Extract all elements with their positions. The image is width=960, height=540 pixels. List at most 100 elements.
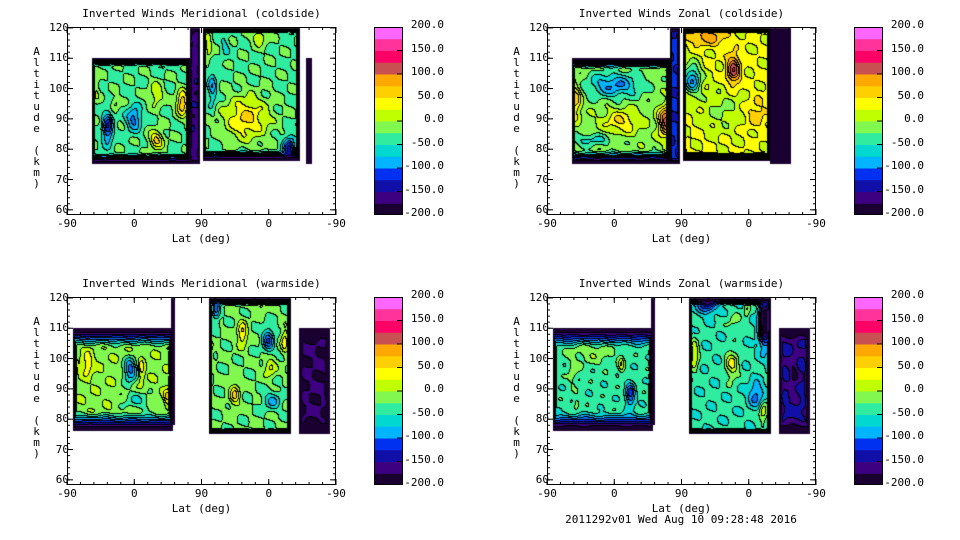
x-tick-label: 0 xyxy=(610,487,618,500)
colorbar-label: 150.0 xyxy=(890,41,924,55)
colorbar-band xyxy=(374,168,403,181)
colorbar-label: 0.0 xyxy=(904,112,924,125)
colorbar-band xyxy=(854,121,883,134)
colorbar-label: 0.0 xyxy=(904,382,924,395)
x-tick-label: -90 xyxy=(57,487,77,500)
colorbar-label: 100.0 xyxy=(410,65,444,78)
y-tick-label: 70 xyxy=(535,172,549,186)
colorbar-label: 100.0 xyxy=(410,335,444,348)
colorbar-band xyxy=(854,426,883,439)
x-tick-label: 90 xyxy=(194,487,209,500)
axis-ticks xyxy=(546,297,817,485)
colorbar-label: 200.0 xyxy=(410,18,444,31)
panel-zonal-warmside: Inverted Winds Zonal (warmside) -90 0 90 0 -9… xyxy=(480,270,960,540)
y-tick-label: 100 xyxy=(529,351,549,365)
colorbar-label: -50.0 xyxy=(410,135,444,149)
x-tick-label: 0 xyxy=(745,217,753,230)
colorbar-label: 50.0 xyxy=(417,88,445,102)
colorbar-band xyxy=(854,473,883,485)
timestamp-footer: 2011292v01 Wed Aug 10 09:28:48 2016 xyxy=(565,513,797,526)
colorbar-frame xyxy=(854,297,883,485)
colorbar-label: 200.0 xyxy=(890,288,924,301)
axis-ticks xyxy=(66,27,337,215)
plot-area xyxy=(66,297,337,485)
colorbar-label: -100.0 xyxy=(404,159,444,172)
x-tick-label: 0 xyxy=(265,217,273,230)
colorbar-label: 200.0 xyxy=(890,18,924,31)
colorbar-label: -150.0 xyxy=(884,452,924,466)
colorbar-label: 100.0 xyxy=(890,335,924,348)
colorbar-band xyxy=(374,391,403,404)
colorbar-label: -150.0 xyxy=(884,182,924,196)
plot-area xyxy=(546,27,817,215)
x-axis-label: Lat (deg) xyxy=(171,502,232,515)
y-tick-label: 80 xyxy=(55,412,69,426)
colorbar-label: -100.0 xyxy=(884,159,924,172)
colorbar-label: 0.0 xyxy=(424,112,444,125)
x-axis-label: Lat (deg) xyxy=(651,232,712,245)
colorbar-band xyxy=(374,308,403,321)
colorbar-band xyxy=(854,74,883,87)
colorbar-band xyxy=(374,344,403,357)
x-tick-label: 0 xyxy=(745,487,753,500)
colorbar-band xyxy=(374,121,403,134)
colorbar-band xyxy=(374,473,403,485)
x-tick-label: 0 xyxy=(610,217,618,230)
axis-ticks xyxy=(546,27,817,215)
colorbar-band xyxy=(854,379,883,392)
x-axis-label: Lat (deg) xyxy=(651,502,712,515)
colorbar-label: 200.0 xyxy=(410,288,444,301)
y-tick-label: 80 xyxy=(535,142,549,156)
colorbar-band xyxy=(374,85,403,98)
colorbar-band xyxy=(374,414,403,427)
colorbar-band xyxy=(854,308,883,321)
colorbar-band xyxy=(374,74,403,87)
x-tick-label: -90 xyxy=(806,487,826,500)
colorbar xyxy=(374,27,403,215)
colorbar-band xyxy=(374,97,403,110)
colorbar-band xyxy=(374,38,403,51)
chart-title: Inverted Winds Zonal (coldside) xyxy=(578,7,785,20)
colorbar-band xyxy=(854,355,883,368)
x-tick-label: 0 xyxy=(130,217,138,230)
y-tick-label: 90 xyxy=(535,381,549,395)
colorbar-band xyxy=(374,27,403,40)
y-tick-label: 110 xyxy=(49,321,69,335)
y-axis-label: Altitude (km) xyxy=(30,315,43,458)
colorbar-label: -100.0 xyxy=(884,429,924,442)
x-tick-label: 90 xyxy=(194,217,209,230)
y-tick-label: 60 xyxy=(535,202,549,216)
colorbar-band xyxy=(374,132,403,145)
colorbar xyxy=(374,297,403,485)
contour-field xyxy=(67,297,336,485)
x-tick-label: -90 xyxy=(806,217,826,230)
contour-field xyxy=(547,297,816,485)
y-tick-label: 120 xyxy=(49,20,69,34)
colorbar-band xyxy=(374,438,403,451)
y-tick-label: 60 xyxy=(535,472,549,486)
colorbar-band xyxy=(374,156,403,169)
colorbar-band xyxy=(374,179,403,192)
chart-title: Inverted Winds Meridional (warmside) xyxy=(82,277,321,290)
panel-zonal-coldside: Inverted Winds Zonal (coldside) -90 0 90 0 -9… xyxy=(480,0,960,270)
colorbar-band xyxy=(854,168,883,181)
y-axis-label: Altitude (km) xyxy=(510,45,523,188)
colorbar-band xyxy=(374,367,403,380)
colorbar-band xyxy=(374,426,403,439)
x-tick-label: -90 xyxy=(537,487,557,500)
y-tick-label: 90 xyxy=(55,381,69,395)
panel-meridional-warmside: Inverted Winds Meridional (warmside) -90 0… xyxy=(0,270,480,540)
colorbar-band xyxy=(854,332,883,345)
y-tick-label: 120 xyxy=(529,20,549,34)
colorbar-band xyxy=(374,402,403,415)
colorbar-frame xyxy=(854,27,883,215)
colorbar-band xyxy=(854,144,883,157)
y-tick-label: 110 xyxy=(529,51,549,65)
colorbar-label: -200.0 xyxy=(404,476,444,489)
colorbar-band xyxy=(374,379,403,392)
colorbar-label: 150.0 xyxy=(410,41,444,55)
colorbar-band xyxy=(854,367,883,380)
colorbar-label: 50.0 xyxy=(417,358,445,372)
colorbar-label: -50.0 xyxy=(890,405,924,419)
colorbar-band xyxy=(854,62,883,75)
